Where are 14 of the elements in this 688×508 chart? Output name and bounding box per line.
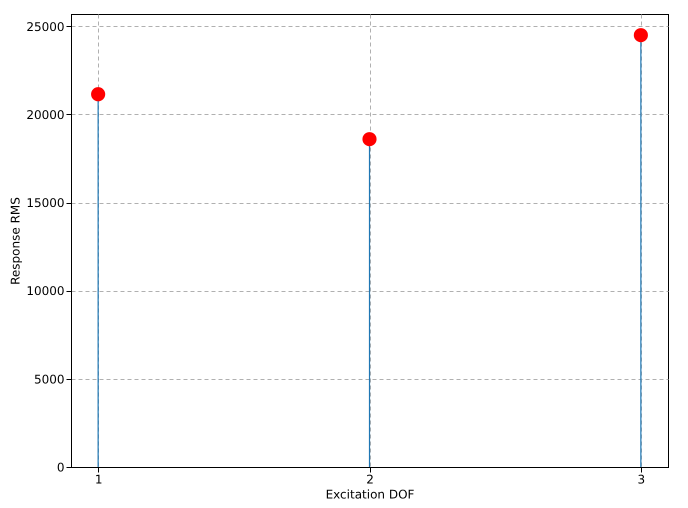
y-tick-label: 25000 <box>26 20 64 34</box>
point <box>362 132 377 146</box>
x-tick-label: 1 <box>94 472 102 486</box>
y-tick-label: 20000 <box>26 108 64 122</box>
x-axis-title: Excitation DOF <box>326 488 415 502</box>
x-tick-label: 2 <box>366 472 374 486</box>
y-tick-label: 15000 <box>26 196 64 210</box>
y-tick-label: 10000 <box>26 284 64 298</box>
x-tick-label: 3 <box>638 472 646 486</box>
y-axis-title: Response RMS <box>8 197 22 285</box>
point <box>91 87 106 102</box>
point <box>634 28 648 42</box>
y-tick-label: 0 <box>56 460 64 474</box>
y-tick-label: 5000 <box>34 372 64 386</box>
